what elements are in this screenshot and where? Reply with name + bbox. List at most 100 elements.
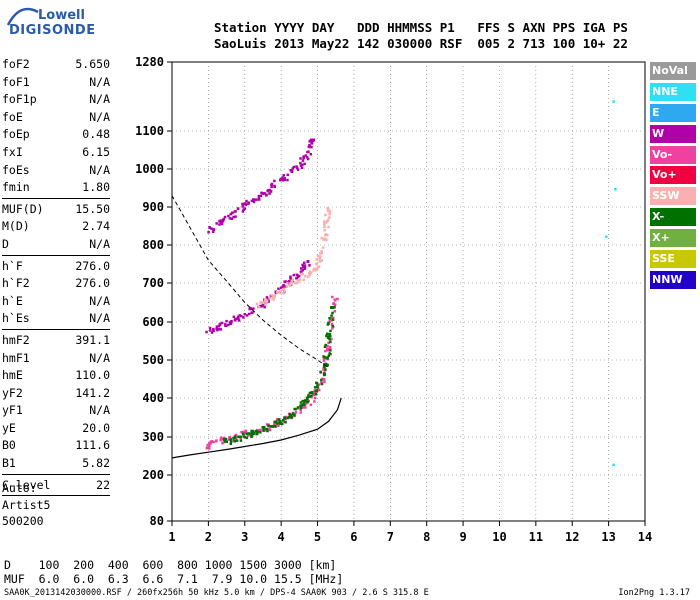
trace-point: [290, 170, 294, 173]
trace-point: [232, 215, 235, 219]
y-tick-label: 1100: [135, 124, 164, 138]
trace-point: [301, 272, 305, 276]
x-tick-label: 9: [459, 530, 466, 544]
distance-row: D 100 200 400 600 800 1000 1500 3000 [km…: [4, 558, 337, 572]
trace-point: [324, 343, 327, 347]
param-row: hmF1 N/A: [2, 350, 168, 368]
y-tick-label: 200: [142, 468, 164, 482]
param-row: D N/A: [2, 236, 168, 254]
trace-point: [315, 381, 318, 385]
trace-point: [279, 286, 283, 290]
trace-point: [218, 322, 222, 326]
legend-item: SSW: [650, 187, 696, 206]
trace-point: [320, 380, 323, 384]
param-separator: [2, 495, 110, 497]
legend-item: NoVal: [650, 62, 696, 80]
header-labels: Station YYYY DAY DDD HHMMSS P1 FFS S AXN…: [214, 20, 628, 35]
trace-point: [220, 222, 224, 226]
trace-point: [284, 415, 288, 419]
trace-point: [301, 269, 304, 272]
param-name: yE: [2, 420, 16, 435]
y-tick-label: 700: [142, 276, 164, 290]
trace-point: [301, 263, 304, 267]
parameter-table: foF2 5.650 foF1 N/A foF1p N/A foE N/A foEp 0.48 fx…: [2, 56, 168, 498]
digisonde-logo: Lowell DIGISONDE: [6, 6, 106, 42]
trace-point: [319, 255, 322, 258]
trace-point: [235, 317, 239, 320]
logo-line1: Lowell: [38, 8, 85, 23]
legend-item: E: [650, 103, 696, 122]
trace-point: [269, 190, 273, 193]
param-name: B1: [2, 456, 16, 471]
y-tick-label: 80: [150, 514, 164, 528]
trace-point: [328, 216, 331, 219]
param-value: 1.80: [82, 180, 110, 195]
param-row: foF1p N/A: [2, 91, 168, 109]
trace-point: [327, 322, 330, 326]
trace-point: [241, 202, 244, 206]
trace-point: [319, 370, 322, 374]
param-value: 391.1: [75, 332, 110, 347]
trace-point: [223, 215, 227, 219]
x-tick-label: 5: [314, 530, 321, 544]
trace-point: [327, 335, 331, 338]
param-name: D: [2, 236, 9, 251]
trace-point: [301, 163, 304, 166]
trace-point: [289, 415, 292, 418]
trace-point: [330, 318, 333, 322]
trace-point: [243, 430, 246, 434]
param-separator: [2, 328, 110, 330]
param-name: fxI: [2, 144, 23, 159]
trace-point: [271, 425, 274, 428]
header-values: SaoLuis 2013 May22 142 030000 RSF 005 2 …: [214, 36, 628, 51]
trace-point: [307, 394, 310, 397]
trace-point: [215, 327, 218, 330]
trace-point: [233, 318, 237, 322]
trace-point: [308, 264, 311, 267]
trace-point: [267, 300, 270, 303]
trace-point: [310, 271, 313, 274]
trace-point: [225, 319, 228, 323]
trace-point: [300, 267, 303, 270]
trace-point: [266, 429, 269, 433]
trace-point: [293, 412, 297, 416]
trace-point: [241, 205, 244, 208]
trace-point: [301, 399, 304, 403]
autoscaling-info: Auto: Artist5 500200: [2, 480, 50, 530]
trace-point: [326, 207, 330, 210]
trace-point: [272, 294, 275, 298]
trace-point: [303, 264, 307, 267]
trace-point: [288, 413, 292, 416]
trace-point: [210, 331, 214, 334]
trace-point: [331, 327, 334, 330]
param-name: foF1: [2, 74, 30, 89]
trace-point: [215, 325, 219, 328]
trace-point: [308, 273, 312, 277]
trace-point: [237, 317, 240, 320]
trace-point: [331, 311, 334, 315]
trace-point: [258, 198, 261, 201]
param-value: 6.15: [82, 144, 110, 159]
trace-point: [302, 156, 305, 160]
trace-point: [224, 323, 227, 326]
trace-point: [317, 388, 321, 392]
trace-point: [205, 330, 208, 334]
param-value: N/A: [89, 311, 110, 326]
trace-point: [312, 393, 316, 396]
param-row: fxI 6.15: [2, 144, 168, 162]
trace-point: [302, 402, 305, 406]
param-name: h`F2: [2, 276, 30, 291]
trace-point: [290, 416, 294, 419]
trace-point: [295, 273, 299, 277]
trace-point: [322, 368, 325, 371]
trace-point: [222, 438, 226, 441]
trace-point: [325, 334, 328, 338]
trace-point: [326, 363, 329, 367]
param-name: foE: [2, 109, 23, 124]
param-value: 0.48: [82, 127, 110, 142]
y-tick-label: 400: [142, 391, 164, 405]
trace-point: [269, 425, 272, 428]
trace-point: [230, 320, 233, 323]
trace-point: [255, 198, 258, 201]
trace-point: [242, 316, 245, 319]
